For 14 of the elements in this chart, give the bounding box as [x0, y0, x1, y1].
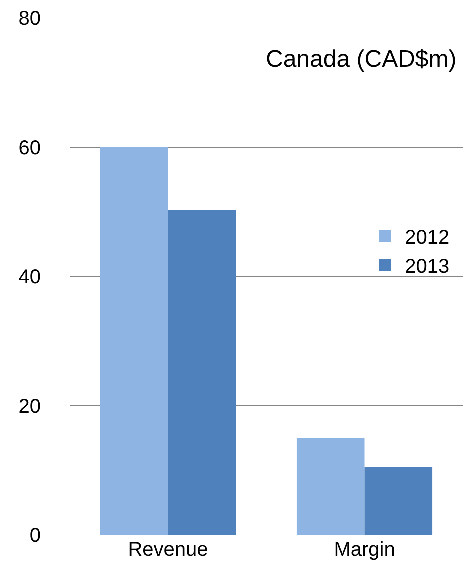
bar: [296, 438, 365, 535]
y-tick-label: 80: [18, 8, 41, 30]
x-tick-label: Revenue: [128, 539, 208, 561]
bar: [364, 467, 433, 535]
bar: [168, 210, 236, 535]
x-tick-label: Margin: [334, 539, 396, 561]
legend-label: 2012: [405, 226, 450, 249]
y-tick-label: 60: [18, 137, 41, 160]
legend-label: 2013: [405, 256, 450, 278]
y-tick-label: 40: [18, 266, 41, 288]
bar: [100, 147, 168, 535]
text: Canada (CAD$m): [266, 46, 457, 73]
y-tick-label: 0: [30, 525, 41, 547]
y-tick-label: 20: [18, 396, 41, 418]
